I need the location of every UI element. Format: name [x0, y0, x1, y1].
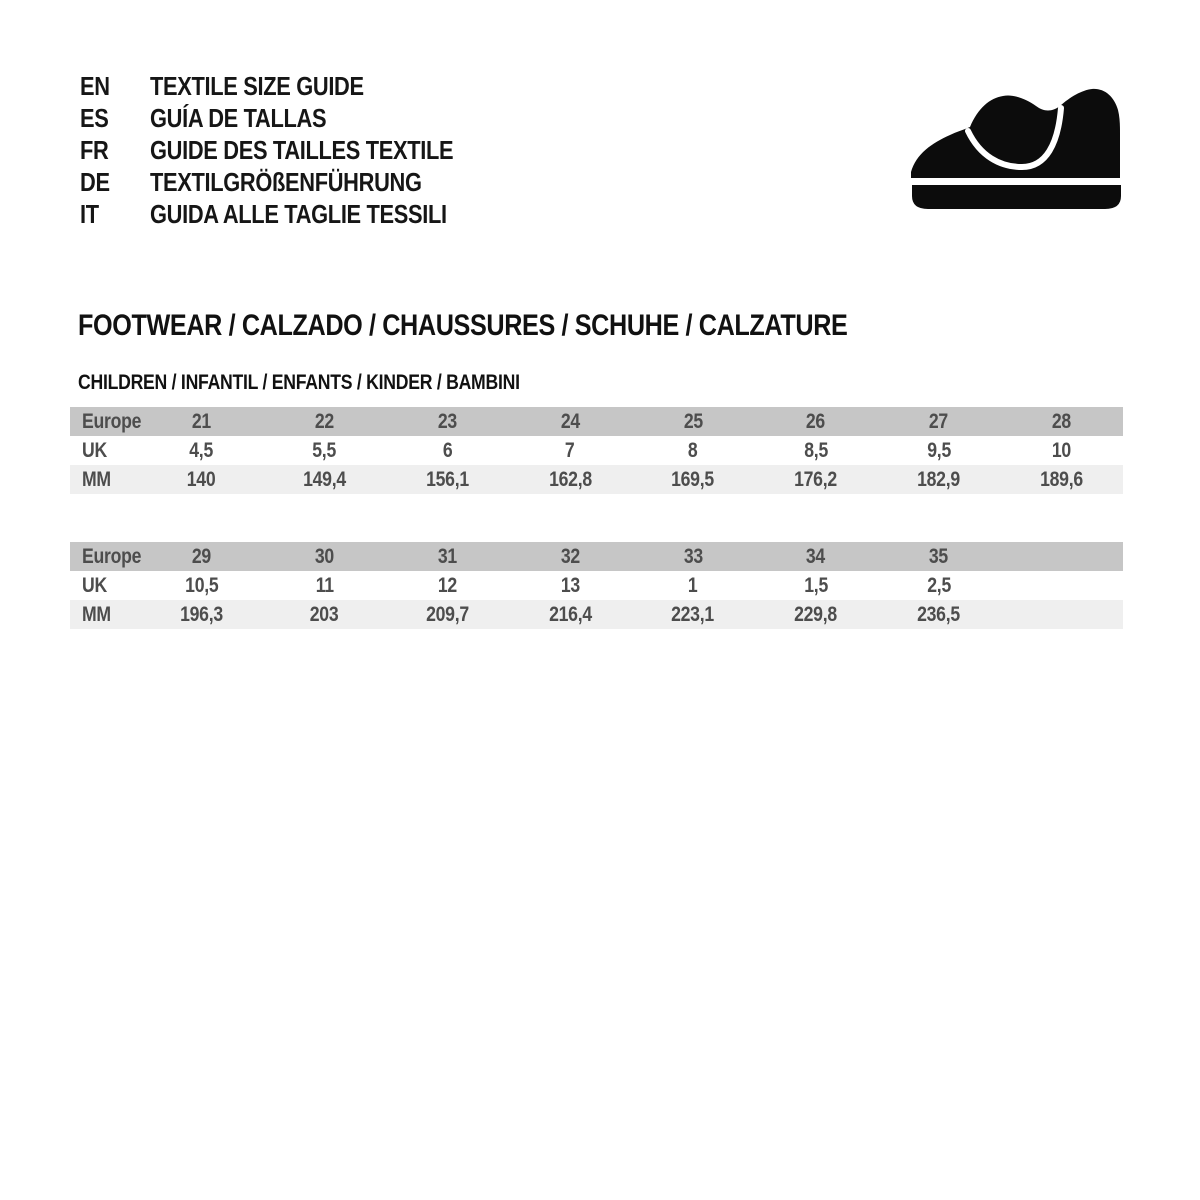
size-cell: 26 — [754, 407, 878, 436]
size-cell: 189,6 — [1000, 465, 1123, 494]
europe-header-row: Europe 29 30 31 32 33 34 35 — [70, 542, 1123, 571]
size-cell: 223,1 — [631, 600, 755, 629]
lang-row-es: ES GUÍA DE TALLAS — [80, 102, 511, 134]
size-cell: 176,2 — [754, 465, 878, 494]
size-table-children-21-28: Europe 21 22 23 24 25 26 27 28 UK 4,5 5,… — [70, 407, 1123, 494]
size-cell: 31 — [385, 542, 509, 571]
size-cell: 209,7 — [385, 600, 509, 629]
lang-code-en: EN — [80, 70, 110, 101]
size-cell: 28 — [1000, 407, 1123, 436]
size-cell: 29 — [140, 542, 263, 571]
lang-row-it: IT GUIDA ALLE TAGLIE TESSILI — [80, 198, 511, 230]
size-cell: 10,5 — [140, 571, 263, 600]
row-label-uk: UK — [82, 439, 107, 462]
size-cell: 13 — [508, 571, 632, 600]
size-cell-empty — [1000, 542, 1123, 571]
size-cell: 2,5 — [877, 571, 1001, 600]
row-label-europe: Europe — [82, 410, 142, 433]
row-label-mm: MM — [82, 603, 111, 626]
size-cell: 11 — [262, 571, 386, 600]
uk-row: UK 10,5 11 12 13 1 1,5 2,5 — [70, 571, 1123, 600]
size-cell: 23 — [385, 407, 509, 436]
size-cell: 6 — [385, 436, 509, 465]
size-cell: 33 — [631, 542, 755, 571]
size-cell: 182,9 — [877, 465, 1001, 494]
row-label-mm: MM — [82, 468, 111, 491]
lang-code-it: IT — [80, 198, 99, 229]
size-cell: 229,8 — [754, 600, 878, 629]
lang-title-de: TEXTILGRÖßENFÜHRUNG — [150, 166, 422, 197]
lang-code-es: ES — [80, 102, 109, 133]
size-cell: 34 — [754, 542, 878, 571]
size-cell-empty — [1000, 571, 1123, 600]
children-shoe-icon — [911, 88, 1121, 209]
lang-row-de: DE TEXTILGRÖßENFÜHRUNG — [80, 166, 511, 198]
size-cell: 216,4 — [508, 600, 632, 629]
lang-title-en: TEXTILE SIZE GUIDE — [150, 70, 364, 101]
size-cell: 156,1 — [385, 465, 509, 494]
lang-title-es: GUÍA DE TALLAS — [150, 102, 327, 133]
language-title-list: EN TEXTILE SIZE GUIDE ES GUÍA DE TALLAS … — [80, 70, 511, 230]
size-cell: 8,5 — [754, 436, 878, 465]
size-cell: 162,8 — [508, 465, 632, 494]
size-cell: 12 — [385, 571, 509, 600]
size-cell: 236,5 — [877, 600, 1001, 629]
row-label-uk: UK — [82, 574, 107, 597]
section-title: FOOTWEAR / CALZADO / CHAUSSURES / SCHUHE… — [78, 309, 848, 342]
mm-row: MM 140 149,4 156,1 162,8 169,5 176,2 182… — [70, 465, 1123, 494]
uk-row: UK 4,5 5,5 6 7 8 8,5 9,5 10 — [70, 436, 1123, 465]
size-cell: 8 — [631, 436, 755, 465]
mm-row: MM 196,3 203 209,7 216,4 223,1 229,8 236… — [70, 600, 1123, 629]
lang-code-de: DE — [80, 166, 110, 197]
size-cell: 140 — [140, 465, 263, 494]
lang-title-it: GUIDA ALLE TAGLIE TESSILI — [150, 198, 447, 229]
size-cell: 9,5 — [877, 436, 1001, 465]
section-subtitle: CHILDREN / INFANTIL / ENFANTS / KINDER /… — [78, 371, 520, 394]
lang-code-fr: FR — [80, 134, 109, 165]
size-cell: 1 — [631, 571, 755, 600]
lang-title-fr: GUIDE DES TAILLES TEXTILE — [150, 134, 454, 165]
size-cell: 24 — [508, 407, 632, 436]
size-cell: 5,5 — [262, 436, 386, 465]
size-cell: 27 — [877, 407, 1001, 436]
size-cell: 21 — [140, 407, 263, 436]
size-cell: 22 — [262, 407, 386, 436]
row-label-europe: Europe — [82, 545, 142, 568]
size-cell: 10 — [1000, 436, 1123, 465]
size-cell: 4,5 — [140, 436, 263, 465]
size-cell: 149,4 — [262, 465, 386, 494]
size-cell-empty — [1000, 600, 1123, 629]
lang-row-en: EN TEXTILE SIZE GUIDE — [80, 70, 511, 102]
size-cell: 169,5 — [631, 465, 755, 494]
size-cell: 7 — [508, 436, 632, 465]
size-cell: 196,3 — [140, 600, 263, 629]
size-table-children-29-35: Europe 29 30 31 32 33 34 35 UK 10,5 11 1… — [70, 542, 1123, 629]
size-cell: 32 — [508, 542, 632, 571]
europe-header-row: Europe 21 22 23 24 25 26 27 28 — [70, 407, 1123, 436]
size-cell: 25 — [631, 407, 755, 436]
size-cell: 1,5 — [754, 571, 878, 600]
size-cell: 35 — [877, 542, 1001, 571]
size-cell: 30 — [262, 542, 386, 571]
lang-row-fr: FR GUIDE DES TAILLES TEXTILE — [80, 134, 511, 166]
size-cell: 203 — [262, 600, 386, 629]
